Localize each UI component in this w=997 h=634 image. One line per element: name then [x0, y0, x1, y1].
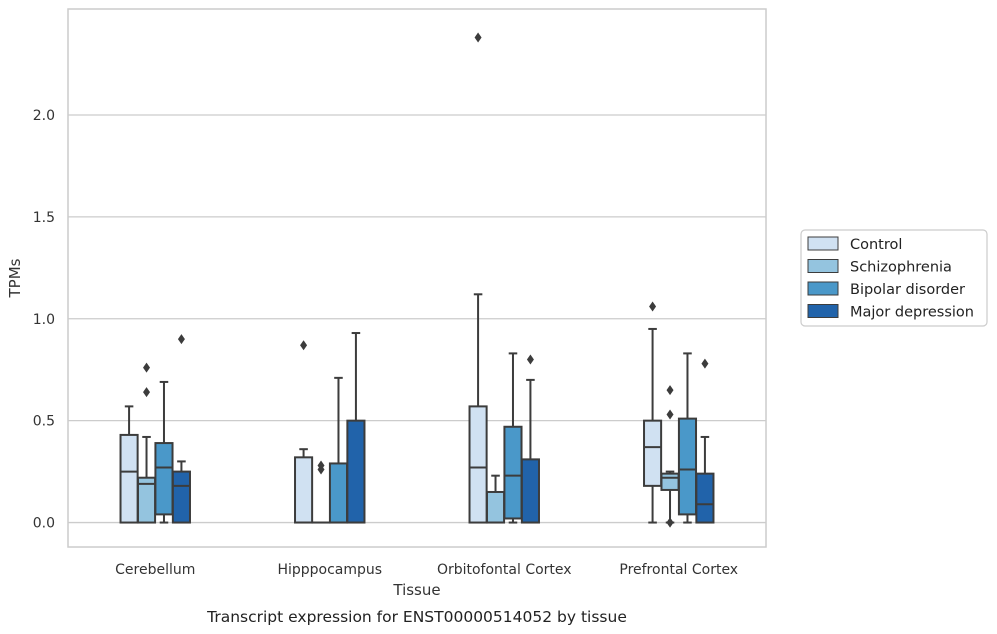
legend-label: Bipolar disorder: [850, 282, 965, 298]
x-tick-label: Prefrontal Cortex: [619, 562, 738, 578]
y-axis-title: TPMs: [6, 258, 24, 298]
box-body: [468, 405, 488, 524]
outlier-point: [649, 301, 657, 312]
box-bipolar-disorder: [503, 352, 523, 524]
box-major-depression: [520, 354, 540, 524]
y-tick-label: 0.5: [33, 414, 55, 430]
box-body: [643, 419, 663, 487]
legend-swatch: [807, 281, 839, 296]
x-axis-title: Tissue: [392, 581, 440, 599]
box-bipolar-disorder: [677, 352, 698, 524]
outlier-point: [526, 354, 534, 365]
legend-label: Control: [850, 237, 902, 253]
plot-area: [119, 32, 715, 528]
box-body: [119, 433, 139, 524]
box-schizophrenia: [485, 474, 506, 524]
outlier-point: [666, 517, 674, 528]
outlier-point: [666, 385, 674, 396]
box-control: [643, 301, 663, 524]
plot-frame: [67, 8, 767, 548]
legend-label: Major depression: [850, 305, 974, 321]
y-tick-label: 1.0: [33, 312, 55, 328]
box-schizophrenia: [311, 460, 331, 524]
box-bipolar-disorder: [328, 376, 349, 524]
legend-swatch: [807, 304, 839, 318]
y-tick-label: 1.5: [33, 210, 55, 226]
outlier-point: [143, 362, 151, 373]
x-tick-labels: Cerebellum Hipppocampus Orbitofontal Corte…: [115, 562, 738, 578]
outlier-point: [177, 334, 185, 345]
box-schizophrenia: [660, 385, 680, 528]
outlier-point: [317, 460, 325, 471]
box-body: [154, 442, 174, 516]
x-tick-label: Orbitofontal Cortex: [437, 562, 572, 578]
box-body: [346, 419, 366, 524]
y-tick-labels: 0.0 0.5 1.0 1.5 2.0: [33, 108, 55, 532]
legend: Control Schizophrenia Bipolar disorder Majo…: [800, 229, 988, 327]
y-tick-label: 2.0: [33, 108, 55, 124]
box-body: [695, 472, 715, 524]
box-body: [294, 456, 314, 524]
outlier-point: [300, 340, 308, 351]
y-tick-label: 0.0: [33, 516, 55, 532]
box-major-depression: [695, 358, 715, 524]
box-body: [485, 490, 506, 524]
outlier-point: [666, 409, 674, 420]
legend-frame: [800, 229, 988, 327]
box-body: [503, 425, 523, 520]
legend-label: Schizophrenia: [850, 260, 952, 276]
outlier-point: [701, 358, 709, 369]
x-tick-label: Hipppocampus: [277, 562, 382, 578]
box-bipolar-disorder: [154, 380, 174, 524]
outlier-point: [143, 387, 151, 398]
figure-caption: Transcript expression for ENST0000051405…: [206, 608, 627, 626]
box-body: [328, 462, 349, 524]
box-major-depression: [346, 332, 366, 524]
outlier-point: [474, 32, 482, 43]
box-control: [119, 405, 139, 524]
box-control: [468, 32, 488, 524]
box-major-depression: [171, 334, 191, 524]
x-tick-label: Cerebellum: [115, 562, 195, 578]
box-body: [677, 417, 698, 516]
legend-swatch: [807, 259, 839, 273]
box-body: [520, 458, 540, 524]
box-body: [171, 470, 191, 524]
legend-swatch: [807, 236, 839, 251]
box-body: [660, 472, 680, 491]
box-control: [294, 340, 314, 524]
box-schizophrenia: [136, 362, 157, 524]
